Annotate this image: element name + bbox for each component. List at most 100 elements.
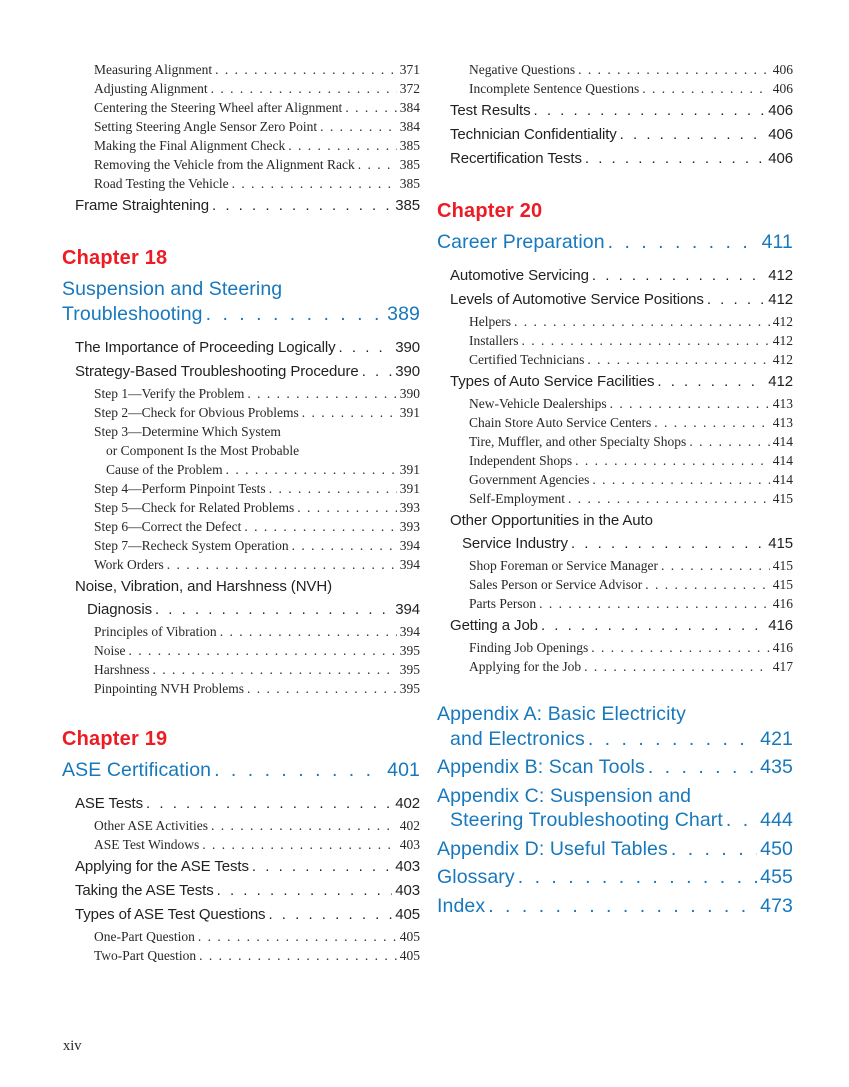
toc-entry-row: Getting a Job. . . . . . . . . . . . . .…	[450, 614, 793, 637]
toc-page-number: 389	[387, 303, 420, 325]
toc-entry-row: Principles of Vibration. . . . . . . . .…	[94, 622, 420, 641]
toc-entry: Types of Auto Service Facilities. . . . …	[437, 370, 793, 393]
toc-entry-line: Step 3—Determine Which System	[94, 424, 281, 439]
toc-entry-label: Finding Job Openings	[469, 640, 589, 655]
toc-page-number: 385	[399, 157, 420, 172]
toc-page-number: 385	[399, 138, 420, 153]
toc-entry-row: Glossary. . . . . . . . . . . . . . . . …	[437, 865, 793, 890]
toc-entry: Parts Person. . . . . . . . . . . . . . …	[437, 594, 793, 613]
toc-entry: Technician Confidentiality. . . . . . . …	[437, 123, 793, 146]
toc-column-left: Measuring Alignment . . . . . . . . . . .…	[62, 60, 420, 965]
toc-entry-row: Index. . . . . . . . . . . . . . . . . .…	[437, 894, 793, 919]
toc-entry-row: Centering the Steering Wheel after Align…	[94, 98, 420, 117]
toc-entry-row: Steering Troubleshooting Chart. . . . . …	[437, 808, 793, 833]
backmatter-entry: Appendix B: Scan Tools. . . . . . . . . …	[437, 755, 793, 780]
dot-leader: . . . . . . . . . . . . . . . . . . . . …	[575, 453, 770, 468]
toc-entry-label: Cause of the Problem	[106, 462, 223, 477]
toc-page-number: 406	[768, 126, 793, 143]
toc-entry-label: Incomplete Sentence Questions	[469, 81, 640, 96]
toc-entry: ASE Tests. . . . . . . . . . . . . . . .…	[62, 792, 420, 815]
toc-entry-row: Frame Straightening. . . . . . . . . . .…	[75, 194, 420, 217]
dot-leader: . . . . . . . . . . . . . . . . . . . . …	[244, 519, 396, 534]
toc-entry: Certified Technicians. . . . . . . . . .…	[437, 350, 793, 369]
toc-entry: Adjusting Alignment. . . . . . . . . . .…	[62, 79, 420, 98]
toc-entry-label: Types of ASE Test Questions	[75, 906, 266, 923]
toc-page-number: 390	[395, 339, 420, 356]
toc-entry-label: Measuring Alignment	[94, 62, 213, 77]
toc-entry: Applying for the ASE Tests. . . . . . . …	[62, 855, 420, 878]
toc-entry: Applying for the Job. . . . . . . . . . …	[437, 657, 793, 676]
dot-leader: . . . . . . . . . . . . . . . . . . . . …	[654, 415, 770, 430]
toc-entry: Incomplete Sentence Questions. . . . . .…	[437, 79, 793, 98]
toc-entry-label: Recertification Tests	[450, 150, 582, 167]
dot-leader: . . . . . . . . . . . . . . . . . . . . …	[361, 363, 393, 380]
toc-entry-row: Adjusting Alignment. . . . . . . . . . .…	[94, 79, 420, 98]
toc-page-number: 406	[772, 62, 793, 77]
toc-entry: Government Agencies. . . . . . . . . . .…	[437, 470, 793, 489]
toc-entry: Sales Person or Service Advisor. . . . .…	[437, 575, 793, 594]
dot-leader: . . . . . . . . . . . . . . . . . . . . …	[128, 643, 397, 658]
toc-entry: Setting Steering Angle Sensor Zero Point…	[62, 117, 420, 136]
toc-entry: Chain Store Auto Service Centers. . . . …	[437, 413, 793, 432]
toc-entry-row: Step 2—Check for Obvious Problems. . . .…	[94, 403, 420, 422]
toc-entry-row: Incomplete Sentence Questions. . . . . .…	[469, 79, 793, 98]
backmatter-entry: Index. . . . . . . . . . . . . . . . . .…	[437, 894, 793, 919]
toc-entry-label: Step 2—Check for Obvious Problems	[94, 405, 299, 420]
dot-leader: . . . . . . . . . . . . . . . . . . . . …	[345, 100, 396, 115]
toc-page-number: 394	[399, 624, 420, 639]
page-footer-number: xiv	[63, 1038, 82, 1054]
toc-entry: Taking the ASE Tests. . . . . . . . . . …	[62, 879, 420, 902]
toc-entry-row: Appendix B: Scan Tools. . . . . . . . . …	[437, 755, 793, 780]
toc-entry-label: Step 1—Verify the Problem	[94, 386, 245, 401]
dot-leader: . . . . . . . . . . . . . . . . . . . . …	[247, 386, 396, 401]
toc-entry-row: Step 5—Check for Related Problems. . . .…	[94, 498, 420, 517]
toc-entry: Road Testing the Vehicle. . . . . . . . …	[62, 174, 420, 193]
chapter-title: Suspension and Steering Troubleshooting. …	[62, 277, 420, 327]
toc-page-number: 393	[399, 500, 420, 515]
toc-entry-row: New-Vehicle Dealerships. . . . . . . . .…	[469, 394, 793, 413]
toc-entry-row: Government Agencies. . . . . . . . . . .…	[469, 470, 793, 489]
toc-page-number: 395	[399, 681, 420, 696]
toc-entry: Recertification Tests. . . . . . . . . .…	[437, 147, 793, 170]
dot-leader: . . . . . . . . . . . . . . . . . . . . …	[540, 617, 765, 634]
toc-entry-label: Frame Straightening	[75, 197, 210, 214]
dot-leader: . . . . . . . . . . . . . . . . . . . . …	[212, 197, 393, 214]
toc-entry-label: Types of Auto Service Facilities	[450, 373, 655, 390]
toc-entry-row: Appendix D: Useful Tables. . . . . . . .…	[437, 837, 793, 862]
toc-entry-row: Troubleshooting. . . . . . . . . . . . .…	[62, 302, 420, 327]
dot-leader: . . . . . . . . . . . . . . . . . . . . …	[268, 481, 397, 496]
dot-leader: . . . . . . . . . . . . . . . . . . . . …	[539, 596, 770, 611]
dot-leader: . . . . . . . . . . . . . . . . . . . . …	[647, 756, 758, 778]
toc-entry-row: Two-Part Question. . . . . . . . . . . .…	[94, 946, 420, 965]
toc-entry: The Importance of Proceeding Logically. …	[62, 336, 420, 359]
toc-entry-row: Removing the Vehicle from the Alignment …	[94, 155, 420, 174]
toc-entry-line: Appendix C: Suspension and	[437, 784, 692, 807]
toc-entry-label: Test Results	[450, 102, 531, 119]
toc-entry-label: Glossary	[437, 866, 515, 888]
toc-page-number: 414	[772, 453, 793, 468]
toc-entry-label: Chain Store Auto Service Centers	[469, 415, 652, 430]
dot-leader: . . . . . . . . . . . . . . . . . . . . …	[587, 727, 757, 750]
toc-page-number: 405	[399, 929, 420, 944]
dot-leader: . . . . . . . . . . . . . . . . . . . . …	[216, 882, 393, 899]
toc-entry-row: Independent Shops. . . . . . . . . . . .…	[469, 451, 793, 470]
toc-page-number: 413	[772, 415, 793, 430]
toc-entry-label: Self-Employment	[469, 491, 565, 506]
toc-entry: Finding Job Openings. . . . . . . . . . …	[437, 638, 793, 657]
backmatter-entry: Glossary. . . . . . . . . . . . . . . . …	[437, 865, 793, 890]
toc-column-right: Negative Questions . . . . . . . . . . . …	[437, 60, 793, 965]
toc-entry: Step 3—Determine Which System or Componen…	[62, 422, 420, 479]
toc-entry-row: Strategy-Based Troubleshooting Procedure…	[75, 360, 420, 383]
dot-leader: . . . . . . . . . . . . . . . . . . . . …	[219, 624, 397, 639]
toc-entry-label: Independent Shops	[469, 453, 573, 468]
toc-entry: Pinpointing NVH Problems. . . . . . . . …	[62, 679, 420, 698]
toc-page-number: 384	[399, 100, 420, 115]
toc-entry-label: Applying for the Job	[469, 659, 582, 674]
toc-entry: Levels of Automotive Service Positions. …	[437, 288, 793, 311]
dot-leader: . . . . . . . . . . . . . . . . . . . . …	[706, 291, 765, 308]
dot-leader: . . . . . . . . . . . . . . . . . . . . …	[567, 491, 770, 506]
toc-entry: Types of ASE Test Questions. . . . . . .…	[62, 903, 420, 926]
toc-page-number: 395	[399, 643, 420, 658]
toc-entry-label: Certified Technicians	[469, 352, 585, 367]
toc-page-number: 394	[395, 601, 420, 618]
